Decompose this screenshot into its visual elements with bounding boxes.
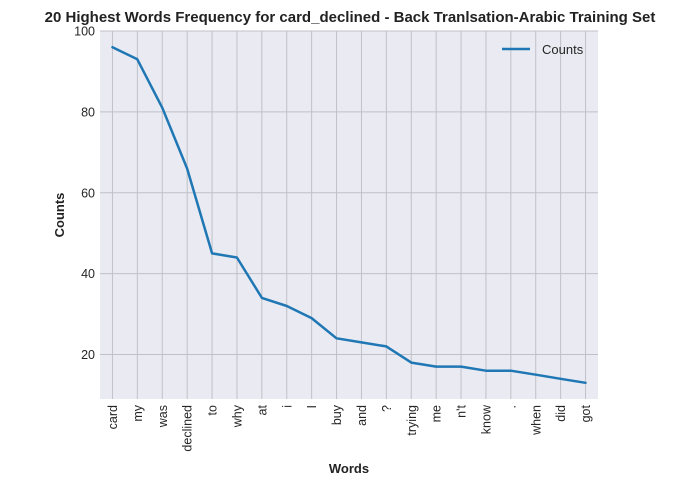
x-tick-label: got	[579, 404, 593, 422]
y-axis-ticks: 20 40 60 80 100	[74, 25, 95, 363]
x-tick-label: i	[280, 405, 294, 408]
series-line	[111, 45, 587, 385]
x-tick-label: n't	[455, 404, 469, 417]
x-axis-label: Words	[329, 461, 369, 476]
y-tick-label: 60	[81, 186, 95, 200]
legend: Counts	[502, 42, 584, 57]
y-tick-label: 100	[74, 25, 95, 39]
x-tick-label: my	[131, 404, 145, 421]
x-tick-label: .	[504, 405, 518, 408]
x-tick-label: I	[305, 405, 319, 408]
x-tick-label: and	[355, 405, 369, 426]
x-tick-label: buy	[330, 404, 344, 425]
y-axis-label: Counts	[52, 193, 67, 238]
y-tick-label: 40	[81, 267, 95, 281]
x-tick-label: trying	[405, 405, 419, 436]
x-tick-label: know	[479, 404, 493, 434]
x-tick-label: me	[430, 405, 444, 422]
legend-label: Counts	[542, 42, 584, 57]
plot-area	[100, 31, 598, 399]
x-tick-label: was	[156, 405, 170, 428]
x-tick-label: why	[230, 404, 244, 428]
y-tick-label: 80	[81, 105, 95, 119]
x-tick-label: did	[554, 405, 568, 422]
x-tick-label: ?	[380, 405, 394, 412]
x-tick-label: declined	[181, 405, 195, 452]
x-tick-label: when	[529, 405, 543, 436]
y-tick-label: 20	[81, 348, 95, 362]
series-layer	[111, 45, 587, 385]
grid	[100, 30, 598, 399]
chart-title: 20 Highest Words Frequency for card_decl…	[45, 9, 656, 26]
x-tick-label: to	[206, 405, 220, 415]
x-tick-label: at	[255, 404, 269, 415]
x-tick-label: card	[106, 405, 120, 429]
